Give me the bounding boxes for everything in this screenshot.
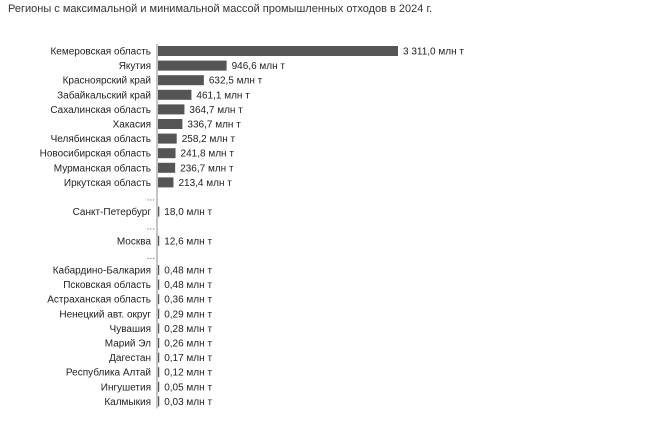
bar	[158, 133, 177, 144]
category-label: Сахалинская область	[50, 104, 151, 116]
category-label: Якутия	[119, 61, 151, 72]
bar	[158, 308, 160, 319]
bar	[158, 104, 185, 115]
data-label: 12,6 млн т	[164, 236, 212, 247]
category-label: Москва	[117, 236, 152, 247]
bar	[158, 367, 160, 378]
data-label: 461,1 млн т	[196, 90, 250, 101]
category-label: Хакасия	[113, 120, 151, 131]
chart-marks: Кемеровская область 3 311,0 млн т Якутия 94…	[40, 46, 465, 408]
bar	[158, 235, 160, 246]
bar	[158, 265, 160, 275]
data-label: 364,7 млн т	[189, 105, 243, 116]
gap-marker: ...	[147, 222, 155, 233]
data-label: 0,17 млн т	[164, 353, 212, 364]
category-label: Ненецкий авт. округ	[59, 309, 151, 320]
gap-marker: ...	[147, 251, 155, 262]
bar	[158, 162, 176, 173]
bar	[158, 46, 398, 56]
chart-title: Регионы с максимальной и минимальной мас…	[8, 3, 433, 15]
category-label: Калмыкия	[104, 397, 151, 408]
bar	[158, 294, 160, 305]
category-label: Дагестан	[109, 353, 151, 364]
category-label: Красноярский край	[63, 76, 151, 87]
data-label: 0,28 млн т	[164, 324, 212, 335]
bar	[158, 177, 174, 188]
data-label: 0,48 млн т	[164, 266, 212, 277]
category-label: Иркутская область	[64, 177, 151, 189]
category-label: Марий Эл	[105, 339, 151, 350]
data-label: 0,03 млн т	[164, 397, 212, 408]
bar	[158, 338, 160, 348]
category-label: Забайкальский край	[57, 89, 151, 101]
bar	[158, 279, 160, 290]
bar	[158, 352, 160, 363]
data-label: 18,0 млн т	[164, 207, 212, 218]
data-label: 336,7 млн т	[187, 120, 241, 131]
data-label: 946,6 млн т	[232, 61, 286, 72]
data-label: 0,05 млн т	[164, 382, 212, 393]
bar	[158, 323, 160, 334]
data-label: 632,5 млн т	[209, 76, 263, 87]
bar	[158, 119, 183, 129]
data-label: 213,4 млн т	[178, 178, 232, 189]
data-label: 0,29 млн т	[164, 309, 212, 320]
data-label: 0,26 млн т	[164, 339, 212, 350]
bar	[158, 148, 176, 159]
category-label: Псковская область	[63, 279, 151, 291]
bar	[158, 89, 192, 100]
bar	[158, 396, 160, 407]
category-label: Чувашия	[110, 324, 151, 335]
data-label: 0,48 млн т	[164, 280, 212, 291]
category-label: Кемеровская область	[50, 46, 151, 58]
data-label: 241,8 млн т	[181, 149, 235, 160]
data-label: 258,2 млн т	[182, 134, 236, 145]
category-label: Кабардино-Балкария	[53, 265, 151, 277]
bar	[158, 75, 204, 86]
data-label: 3 311,0 млн т	[403, 47, 464, 58]
category-label: Астраханская область	[47, 294, 151, 306]
bar	[158, 60, 227, 71]
gap-marker: ...	[147, 193, 155, 204]
category-label: Санкт-Петербург	[73, 206, 152, 218]
category-label: Новосибирская область	[40, 148, 151, 160]
category-label: Мурманская область	[54, 162, 151, 174]
bar	[158, 206, 160, 217]
category-label: Ингушетия	[101, 382, 151, 393]
data-label: 0,12 млн т	[164, 368, 212, 379]
data-label: 236,7 млн т	[180, 163, 234, 174]
category-label: Республика Алтай	[66, 367, 151, 379]
category-label: Челябинская область	[51, 133, 151, 145]
data-label: 0,36 млн т	[164, 295, 212, 306]
bar	[158, 381, 160, 392]
